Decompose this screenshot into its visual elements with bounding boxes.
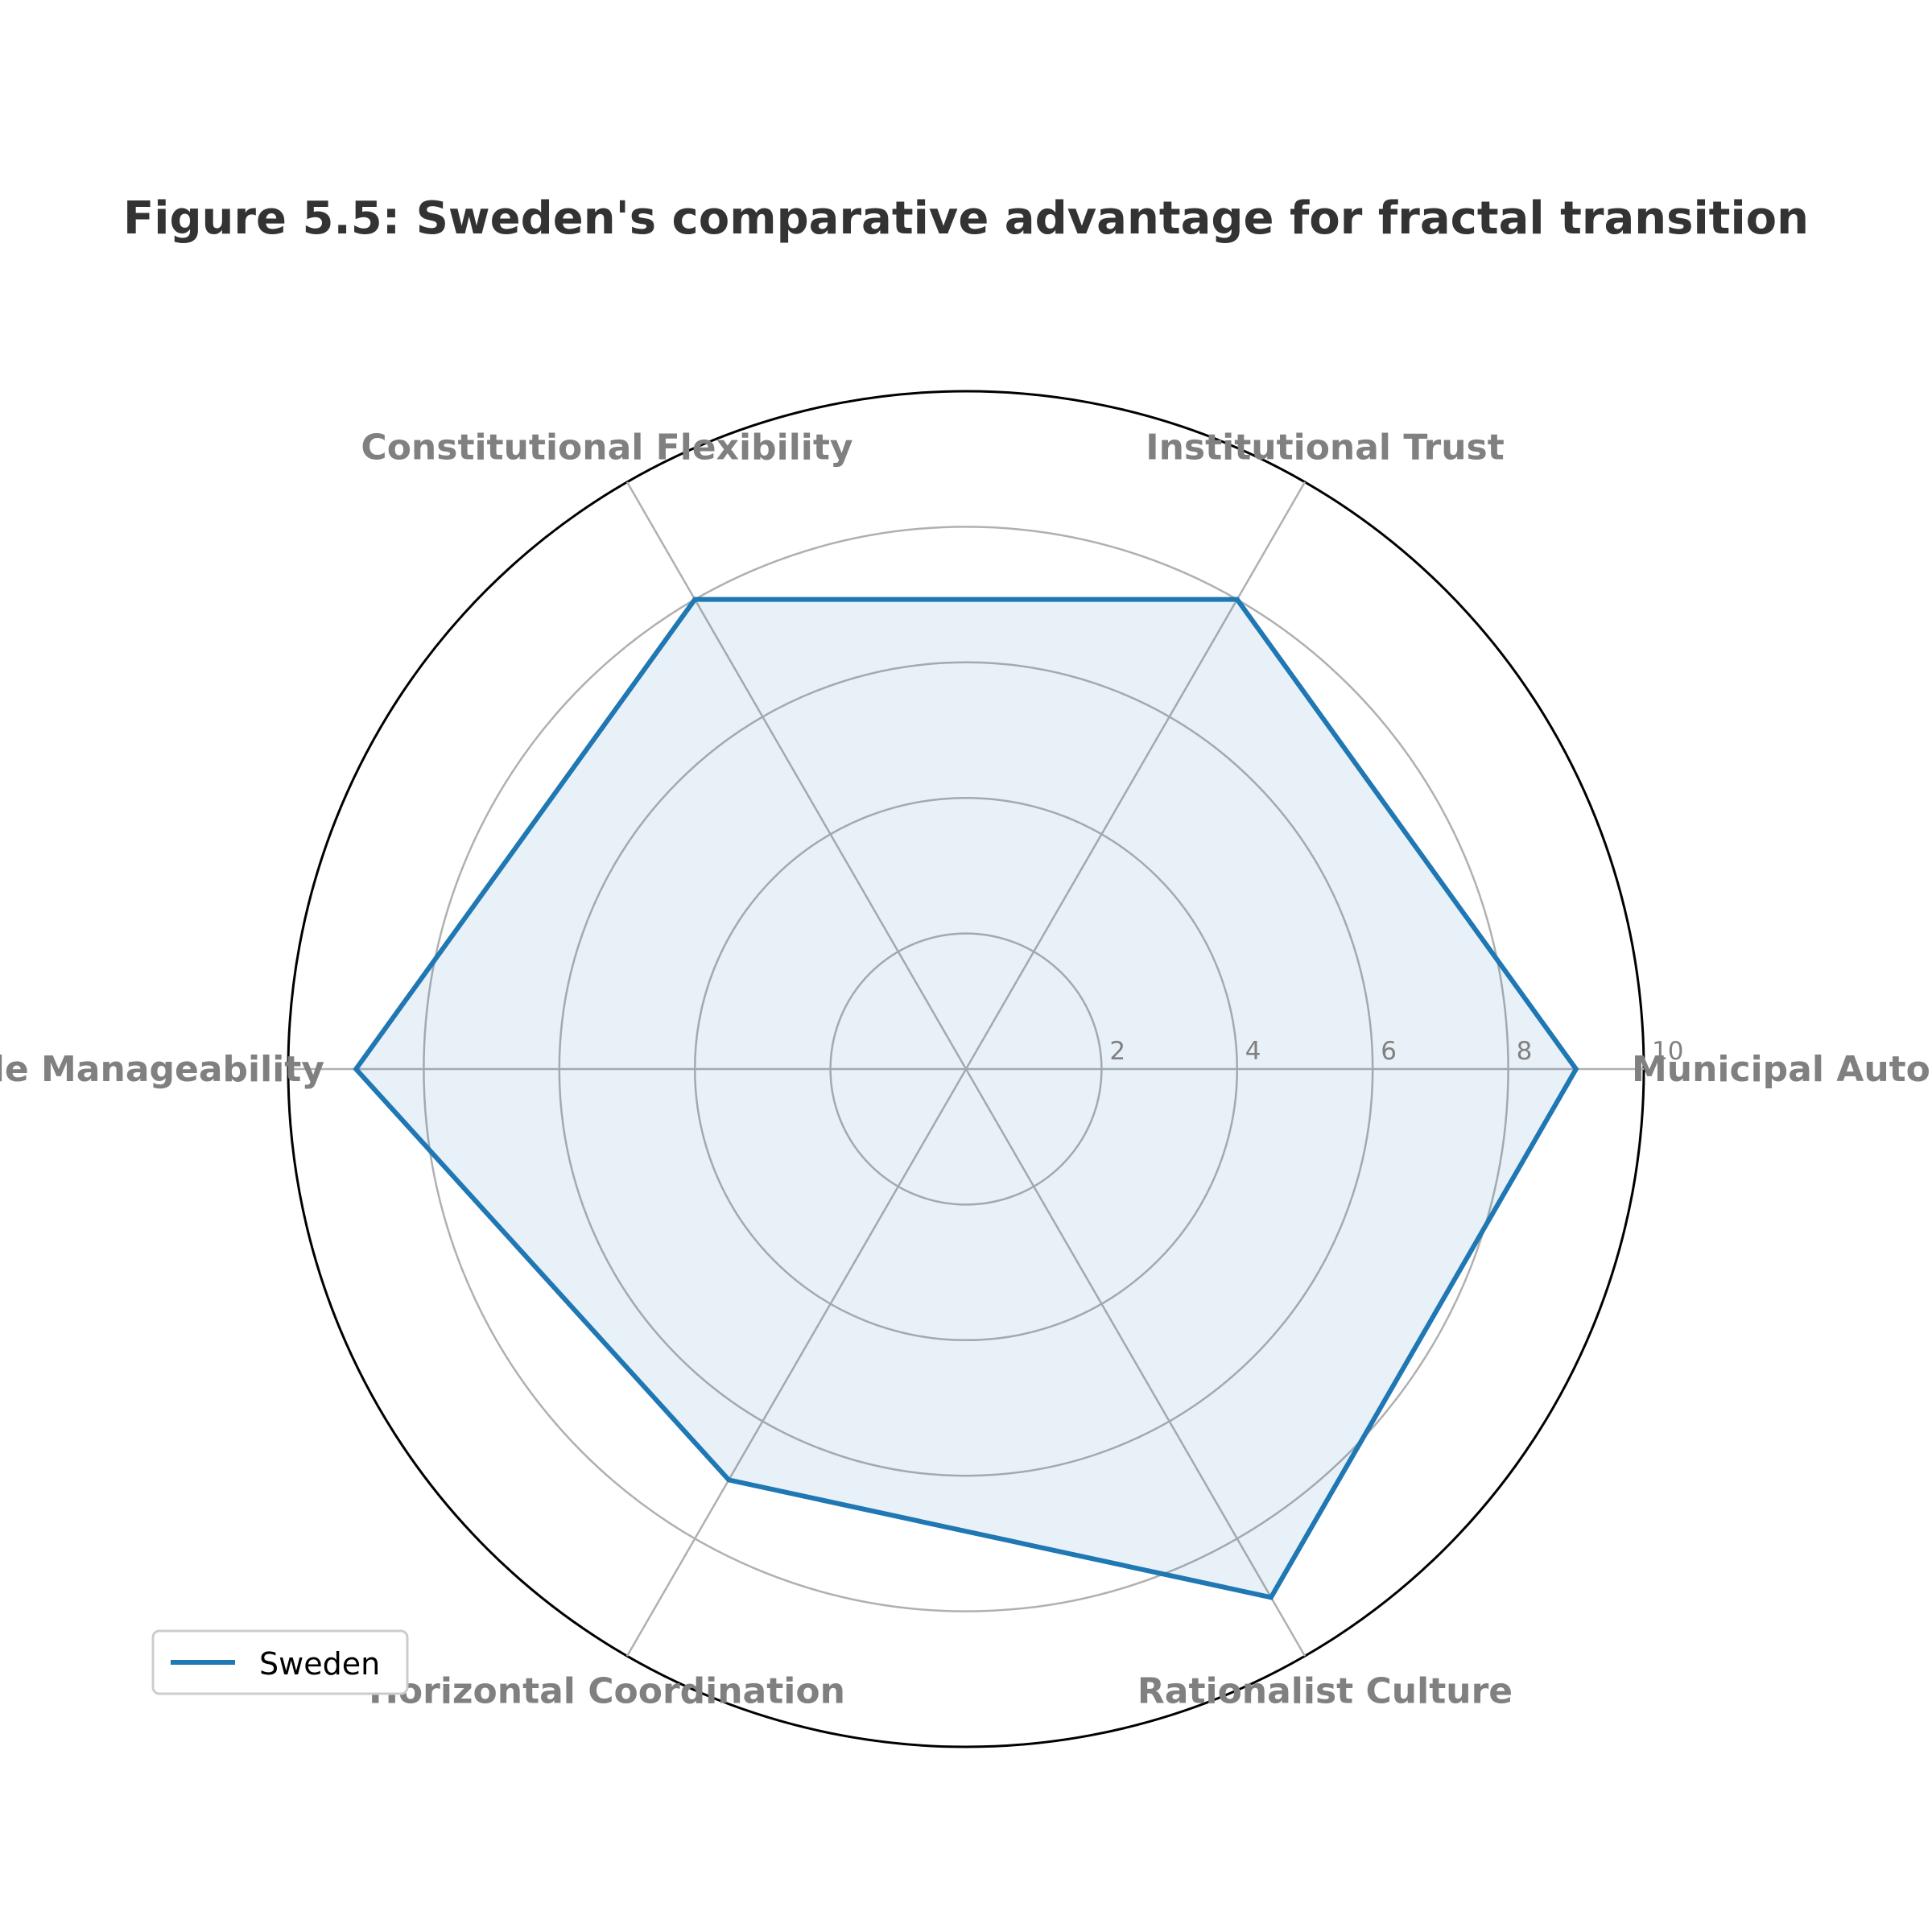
axis-label: Municipal Autonomy <box>1632 1049 1932 1090</box>
data-point <box>355 1068 357 1070</box>
legend: Sweden <box>151 1629 409 1695</box>
data-point <box>728 1479 730 1481</box>
series-area <box>356 599 1576 1598</box>
chart-title: Figure 5.5: Sweden's comparative advanta… <box>123 192 1809 245</box>
axis-label: Rationalist Culture <box>1137 1670 1513 1711</box>
spoke-line <box>625 481 968 1070</box>
radar-series <box>353 597 1579 1600</box>
radial-tick-labels: 2 4 6 8 10 <box>1109 1037 1683 1066</box>
axis-label: Institutional Trust <box>1146 427 1505 469</box>
axis-label: Constitutional Flexibility <box>361 427 852 469</box>
axis-label: Horizontal Coordination <box>369 1670 845 1711</box>
spoke-line <box>964 481 1307 1070</box>
data-point <box>1575 1068 1577 1070</box>
tick-label: 10 <box>1652 1037 1683 1066</box>
tick-label: 2 <box>1109 1037 1125 1066</box>
axis-labels: Municipal Autonomy Institutional Trust Con… <box>0 427 1932 1712</box>
data-point <box>1236 598 1238 601</box>
legend-frame <box>151 1629 409 1695</box>
tick-label: 6 <box>1381 1037 1397 1066</box>
radar-grid <box>287 390 1645 1748</box>
data-point <box>694 598 696 601</box>
tick-label: 8 <box>1517 1037 1533 1066</box>
spoke-line <box>625 1068 968 1657</box>
data-point <box>1269 1596 1272 1599</box>
tick-label: 4 <box>1245 1037 1261 1066</box>
axis-label: Scale Manageability <box>0 1049 324 1090</box>
legend-label: Sweden <box>259 1646 380 1682</box>
spoke-line <box>964 1068 1307 1657</box>
